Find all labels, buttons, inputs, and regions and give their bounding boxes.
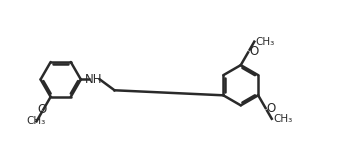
- Text: O: O: [249, 45, 258, 58]
- Text: CH₃: CH₃: [273, 114, 292, 124]
- Text: O: O: [37, 103, 47, 116]
- Text: O: O: [267, 102, 276, 115]
- Text: CH₃: CH₃: [26, 116, 45, 126]
- Text: CH₃: CH₃: [255, 37, 275, 47]
- Text: NH: NH: [84, 73, 102, 86]
